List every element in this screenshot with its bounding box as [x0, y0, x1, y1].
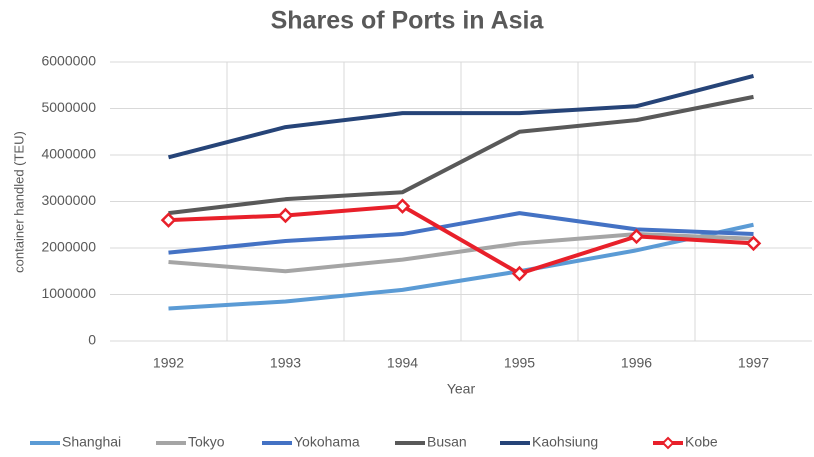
y-tick-label: 3000000	[41, 192, 96, 208]
x-tick-label: 1992	[153, 355, 184, 371]
y-axis-label: container handled (TEU)	[11, 131, 26, 273]
y-tick-label: 1000000	[41, 285, 96, 301]
legend-label: Shanghai	[62, 434, 121, 450]
legend-label: Kobe	[685, 434, 718, 450]
series-line	[168, 222, 754, 311]
y-tick-label: 5000000	[41, 99, 96, 115]
y-tick-label: 0	[88, 332, 96, 348]
series-line	[168, 232, 754, 274]
point-marker	[160, 212, 177, 228]
x-tick-label: 1997	[738, 355, 769, 371]
x-tick-label: 1996	[621, 355, 652, 371]
x-axis-label: Year	[447, 381, 476, 397]
legend-marker	[661, 436, 675, 450]
chart-title: Shares of Ports in Asia	[271, 7, 545, 35]
series-line	[168, 204, 754, 276]
x-tick-label: 1994	[387, 355, 418, 371]
legend-label: Kaohsiung	[532, 434, 598, 450]
point-marker	[745, 235, 762, 252]
point-marker	[277, 207, 294, 224]
series-line	[167, 74, 755, 160]
legend-label: Busan	[427, 434, 467, 450]
x-tick-label: 1995	[504, 355, 535, 371]
point-marker	[511, 265, 528, 282]
legend-label: Yokohama	[294, 434, 360, 450]
y-tick-label: 4000000	[41, 146, 96, 162]
series-line	[168, 94, 754, 216]
legend-label: Tokyo	[188, 434, 225, 450]
point-marker	[628, 228, 645, 245]
y-tick-label: 6000000	[41, 53, 96, 69]
series-line	[168, 211, 754, 255]
x-tick-label: 1993	[270, 355, 301, 371]
y-tick-label: 2000000	[41, 239, 96, 255]
point-marker	[394, 198, 411, 214]
